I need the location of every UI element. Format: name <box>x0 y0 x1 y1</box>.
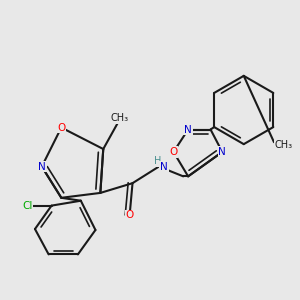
Text: O: O <box>57 123 65 133</box>
Text: CH₃: CH₃ <box>275 140 293 150</box>
Text: N: N <box>218 147 226 157</box>
Text: N: N <box>38 162 46 172</box>
Text: O: O <box>125 210 134 220</box>
Text: H: H <box>154 156 161 166</box>
Text: Cl: Cl <box>22 201 32 211</box>
Text: CH₃: CH₃ <box>110 113 128 123</box>
Text: N: N <box>184 124 192 134</box>
Text: O: O <box>169 147 178 157</box>
Text: N: N <box>160 162 168 172</box>
